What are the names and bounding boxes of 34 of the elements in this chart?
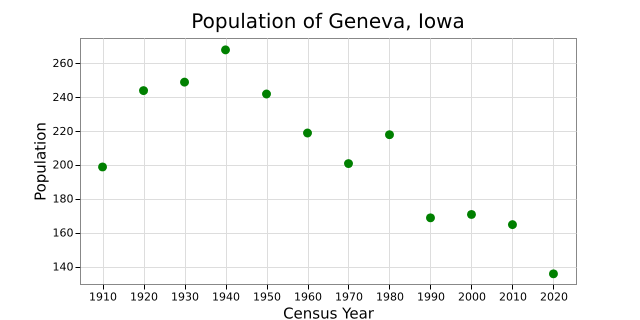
x-tick-label: 2010 (498, 290, 527, 304)
y-tick-label: 160 (52, 226, 74, 240)
point (98, 162, 108, 172)
y-tick-label: 220 (52, 124, 74, 138)
x-tick-label: 1940 (212, 290, 240, 304)
point (344, 159, 353, 168)
point (467, 210, 476, 219)
point (385, 130, 394, 140)
point (508, 220, 517, 230)
x-tick-label: 1950 (253, 290, 282, 304)
y-tick-label: 200 (52, 158, 74, 172)
point (139, 86, 148, 96)
x-tick-label: 1930 (171, 290, 200, 304)
x-tick-label: 1990 (416, 290, 445, 304)
x-tick-label: 2020 (540, 290, 568, 304)
x-tick-label: 2000 (458, 290, 486, 304)
x-tick-label: 1910 (89, 290, 118, 304)
x-axis-title: Census Year (283, 304, 375, 320)
x-tick-label: 1960 (294, 290, 322, 304)
y-tick-label: 260 (52, 56, 74, 70)
y-tick-label: 140 (52, 260, 74, 274)
y-tick-label: 180 (52, 192, 74, 206)
point (426, 213, 435, 222)
x-tick-label: 1980 (376, 290, 404, 304)
point (262, 90, 271, 98)
point (180, 78, 189, 87)
y-tick-label: 240 (52, 90, 74, 104)
point (303, 128, 312, 138)
point (548, 269, 558, 278)
x-tick-label: 1920 (130, 290, 158, 304)
point (221, 45, 230, 54)
chart-title: Population of Geneva, Iowa (191, 9, 465, 33)
y-axis-title: Population (32, 122, 50, 201)
x-tick-label: 1970 (334, 290, 363, 304)
